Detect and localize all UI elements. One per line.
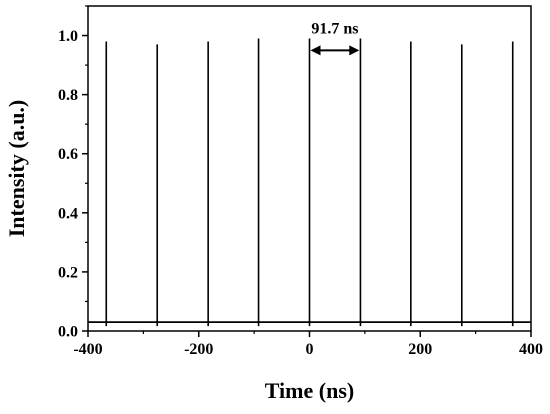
y-tick-label: 0.8 bbox=[58, 87, 78, 104]
y-tick-label: 0.6 bbox=[58, 146, 78, 163]
x-axis-title: Time (ns) bbox=[265, 378, 354, 403]
x-axis: -400 -200 0 200 400 bbox=[73, 331, 543, 358]
x-tick-label: -200 bbox=[184, 341, 213, 358]
annotation-arrowhead-right bbox=[349, 45, 360, 56]
x-tick-label: 200 bbox=[408, 341, 432, 358]
annotation-label: 91.7 ns bbox=[311, 20, 358, 37]
x-tick-label: -400 bbox=[73, 341, 102, 358]
x-tick-label: 400 bbox=[519, 341, 543, 358]
annotation-arrowhead-left bbox=[310, 45, 321, 56]
y-tick-label: 0.0 bbox=[58, 324, 78, 341]
y-axis-title: Intensity (a.u.) bbox=[4, 100, 29, 238]
x-tick-label: 0 bbox=[306, 341, 314, 358]
y-tick-label: 0.2 bbox=[58, 264, 78, 281]
y-axis: 0.0 0.2 0.4 0.6 0.8 1.0 bbox=[58, 5, 88, 341]
y-tick-label: 0.4 bbox=[58, 205, 78, 222]
period-annotation: 91.7 ns bbox=[310, 20, 360, 56]
signal-trace bbox=[88, 38, 531, 327]
y-tick-label: 1.0 bbox=[58, 28, 78, 45]
